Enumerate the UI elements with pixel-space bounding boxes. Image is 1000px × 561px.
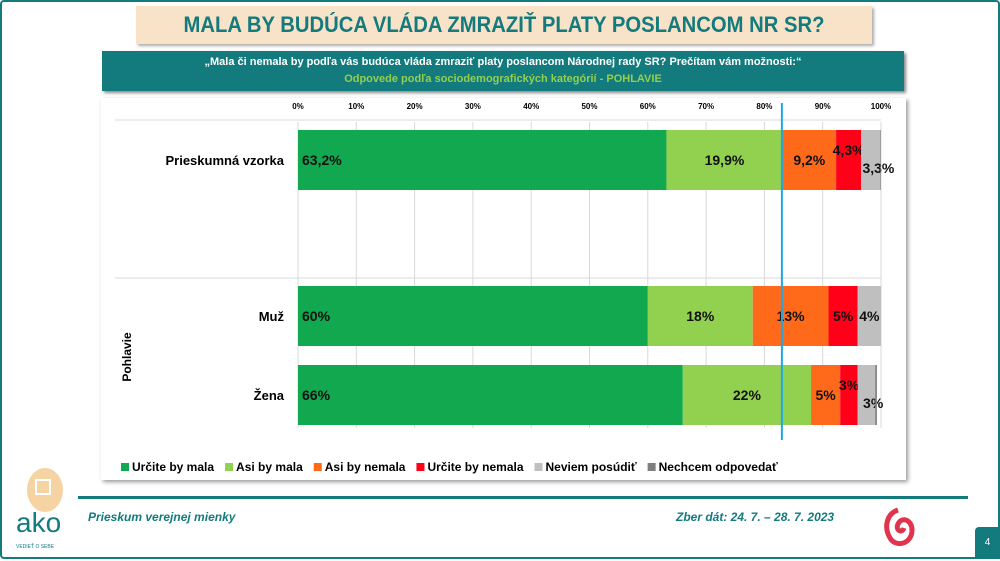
x-tick-label: 70% bbox=[698, 102, 714, 111]
stacked-bar-chart: 0% 10% 20% 30% 40% 50% 60% 70% 80% 90% 100% Priesku… bbox=[115, 102, 895, 474]
bar-segment bbox=[861, 130, 881, 190]
page-title: MALA BY BUDÚCA VLÁDA ZMRAZIŤ PLATY POSLA… bbox=[136, 6, 872, 44]
bar-segment bbox=[811, 365, 841, 425]
footer-survey-label: Prieskum verejnej mienky bbox=[88, 510, 236, 524]
x-tick-label: 20% bbox=[407, 102, 423, 111]
legend-swatch bbox=[313, 463, 322, 471]
data-label: 5% bbox=[833, 308, 854, 324]
svg-text:ako: ako bbox=[16, 507, 61, 538]
data-label: 63,2% bbox=[302, 152, 342, 168]
category-label: Žena bbox=[254, 388, 285, 403]
bar-segment bbox=[647, 286, 753, 346]
x-tick-label: 50% bbox=[581, 102, 597, 111]
data-label: 18% bbox=[686, 308, 715, 324]
spiral-logo-icon bbox=[880, 506, 916, 553]
x-tick-label: 60% bbox=[640, 102, 656, 111]
data-label: 5% bbox=[815, 387, 836, 403]
bar-segment bbox=[880, 130, 881, 190]
legend-label: Asi by nemala bbox=[325, 460, 406, 474]
bar-segment bbox=[298, 365, 683, 425]
bar-segment bbox=[857, 365, 876, 425]
legend-swatch bbox=[121, 463, 129, 471]
x-tick-label: 100% bbox=[871, 102, 891, 111]
bar-segment bbox=[840, 365, 858, 425]
bar-segment bbox=[682, 365, 812, 425]
bar-segment bbox=[298, 286, 648, 346]
data-label: 3% bbox=[863, 395, 884, 411]
x-tick-label: 40% bbox=[523, 102, 539, 111]
data-label: 60% bbox=[302, 308, 331, 324]
group-label: Pohlavie bbox=[120, 332, 134, 382]
bar-segment bbox=[828, 286, 858, 346]
page-number: 4 bbox=[975, 527, 1000, 559]
data-label: 4% bbox=[859, 308, 880, 324]
category-label: Muž bbox=[259, 309, 285, 324]
data-label: 22% bbox=[733, 387, 762, 403]
footer-date: Zber dát: 24. 7. – 28. 7. 2023 bbox=[676, 510, 835, 524]
legend-label: Asi by mala bbox=[236, 460, 303, 474]
bar-segment bbox=[752, 286, 829, 346]
data-label: 3,3% bbox=[862, 160, 894, 176]
data-label: 13% bbox=[777, 308, 806, 324]
svg-text:VEDIEŤ O SEBE: VEDIEŤ O SEBE bbox=[16, 542, 55, 550]
legend-label: Určite by mala bbox=[132, 460, 214, 474]
subtitle: Odpovede podľa sociodemografických kateg… bbox=[344, 73, 662, 85]
legend-swatch bbox=[647, 463, 656, 471]
bar-segment bbox=[298, 130, 667, 190]
bar-segment bbox=[836, 130, 862, 190]
legend-label: Nechcem odpovedať bbox=[659, 460, 778, 474]
data-label: 4,3% bbox=[833, 142, 865, 158]
category-label: Prieskumná vzorka bbox=[165, 153, 284, 168]
legend-swatch bbox=[534, 463, 543, 471]
legend-label: Určite by nemala bbox=[427, 460, 523, 474]
bar-segment bbox=[782, 130, 837, 190]
legend-label: Neviem posúdiť bbox=[546, 460, 637, 474]
question-banner: „Mala či nemala by podľa vás budúca vlád… bbox=[102, 51, 904, 91]
x-tick-label: 10% bbox=[348, 102, 364, 111]
x-tick-label: 30% bbox=[465, 102, 481, 111]
data-label: 3% bbox=[839, 377, 860, 393]
x-tick-label: 80% bbox=[756, 102, 772, 111]
bar-segment bbox=[857, 286, 881, 346]
bar-segment bbox=[875, 365, 877, 425]
x-tick-label: 0% bbox=[292, 102, 304, 111]
data-label: 19,9% bbox=[705, 152, 745, 168]
footer-divider bbox=[78, 496, 968, 499]
question-text: „Mala či nemala by podľa vás budúca vlád… bbox=[204, 56, 802, 68]
legend-swatch bbox=[416, 463, 425, 471]
data-label: 9,2% bbox=[793, 152, 825, 168]
chart-area: 0% 10% 20% 30% 40% 50% 60% 70% 80% 90% 100% Priesku… bbox=[101, 98, 906, 480]
legend-swatch bbox=[225, 463, 234, 471]
data-label: 66% bbox=[302, 387, 331, 403]
bar-segment bbox=[666, 130, 783, 190]
x-tick-label: 90% bbox=[815, 102, 831, 111]
ako-logo: ako VEDIEŤ O SEBE bbox=[12, 466, 82, 556]
